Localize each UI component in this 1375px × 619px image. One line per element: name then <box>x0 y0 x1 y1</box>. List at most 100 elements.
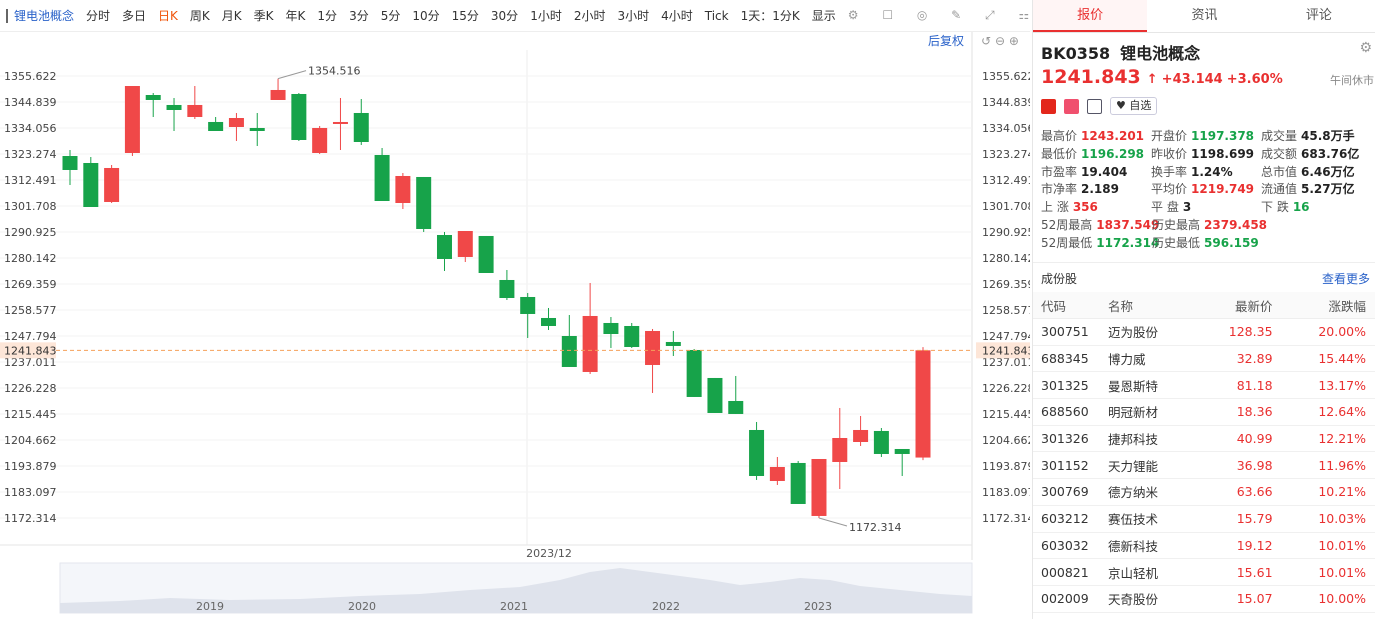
period-tab[interactable]: 月K <box>221 9 242 23</box>
adjust-button[interactable]: 后复权 <box>928 34 964 48</box>
candle-body <box>520 296 536 314</box>
stock-price: 18.36 <box>1194 398 1281 426</box>
navigator-years: 2019 2020 2021 2022 2023 <box>196 600 832 613</box>
stat-label: 历史最低 <box>1152 235 1201 250</box>
doc-icon[interactable] <box>1087 98 1102 114</box>
col-header[interactable]: 最新价 <box>1194 292 1281 319</box>
period-tab[interactable]: 4小时 <box>661 9 693 23</box>
stock-row[interactable]: 002709天赐材料24.8910.00% <box>1033 612 1375 619</box>
stat-value: 356 <box>1072 200 1098 215</box>
stock-row[interactable]: 301326 捷邦科技 40.99 12.21% <box>1033 425 1375 453</box>
period-tab[interactable]: 周K <box>189 9 210 23</box>
stock-row[interactable]: 688345 博力威 32.89 15.44% <box>1033 345 1375 373</box>
stat-label: 成交量 <box>1261 129 1298 143</box>
period-tab[interactable]: 多日 <box>122 9 147 23</box>
tab[interactable]: 资讯 <box>1191 8 1218 23</box>
stock-change: 12.21% <box>1280 425 1375 453</box>
stat: 最高价 1243.201 <box>1041 128 1151 146</box>
candle-body <box>270 89 286 100</box>
stock-name: 迈为股份 <box>1102 318 1195 346</box>
stock-row[interactable]: 300769 德方纳米 63.66 10.21% <box>1033 478 1375 506</box>
stock-row[interactable]: 301152 天力锂能 36.98 11.96% <box>1033 451 1375 480</box>
stat: 成交量 45.8万手 <box>1261 128 1371 146</box>
candle-body <box>915 350 931 458</box>
stock-name: 天赐材料 <box>1102 612 1195 619</box>
col-header[interactable]: 涨跌幅 <box>1280 292 1375 319</box>
tab[interactable]: 评论 <box>1305 8 1332 23</box>
y-tick-label: 1193.879 <box>4 460 57 473</box>
toolbar-title[interactable]: 锂电池概念 <box>14 9 75 23</box>
mode-select[interactable]: 1天：1分K <box>740 9 800 23</box>
stock-change: 10.00% <box>1280 612 1375 619</box>
period-tab[interactable]: 季K <box>253 9 274 23</box>
stock-row[interactable]: 300751 迈为股份 128.35 20.00% <box>1033 318 1375 346</box>
period-tab[interactable]: 15分 <box>451 9 479 23</box>
status: 午间休市 <box>1330 74 1374 87</box>
period-tab[interactable]: 5分 <box>380 9 401 23</box>
stock-row[interactable]: 002009 天奇股份 15.07 10.00% <box>1033 585 1375 613</box>
stat-row: 52周最低 1172.314 历史最低 596.159 <box>1041 235 1371 253</box>
stock-row[interactable]: 688560 明冠新材 18.36 12.64% <box>1033 398 1375 426</box>
period-tab[interactable]: 1小时 <box>530 9 562 23</box>
stock-name: 捷邦科技 <box>1102 425 1195 453</box>
flag-icon <box>1041 98 1056 114</box>
period-tab[interactable]: 30分 <box>490 9 519 23</box>
candle-body <box>312 127 328 153</box>
candle-body <box>728 400 744 414</box>
more-link[interactable]: 查看更多 <box>1321 272 1370 286</box>
y-tick-label: 1258.577 <box>4 304 57 317</box>
watch-button[interactable]: ♥ 自选 <box>1110 97 1158 115</box>
stat-value: 1172.314 <box>1096 235 1160 250</box>
period-tab[interactable]: 1分 <box>317 9 338 23</box>
candle-body <box>582 315 598 372</box>
display-select[interactable]: 显示 <box>811 9 836 23</box>
stat-label: 最低价 <box>1041 146 1078 161</box>
stock-change: 15.44% <box>1280 345 1375 373</box>
candle-body <box>187 104 203 117</box>
candle-body <box>374 154 390 201</box>
y-tick-label: 1204.662 <box>4 434 57 447</box>
stock-change: 13.17% <box>1280 371 1375 400</box>
candle-body <box>853 429 869 442</box>
period-tab[interactable]: 日K <box>158 9 178 23</box>
period-tab[interactable]: 3分 <box>349 9 369 23</box>
stock-name: 德方纳米 <box>1102 478 1195 506</box>
candle-body <box>124 86 140 153</box>
stock-row[interactable]: 603032 德新科技 19.12 10.01% <box>1033 532 1375 560</box>
stock-row[interactable]: 301325 曼恩斯特 81.18 13.17% <box>1033 371 1375 400</box>
stock-code: 603212 <box>1033 505 1102 533</box>
stat-label: 昨收价 <box>1151 146 1188 161</box>
stock-row[interactable]: 603212 赛伍技术 15.79 10.03% <box>1033 505 1375 533</box>
header: BK0358 锂电池概念 <box>1041 40 1210 64</box>
year-label: 2019 <box>196 600 224 613</box>
stat: 52周最高 1837.549 <box>1041 217 1159 235</box>
tab[interactable]: 报价 <box>1033 0 1148 32</box>
y-tick-label-right: 1301.708 <box>982 200 1030 213</box>
y-tick-label-right: 1312.491 <box>982 174 1030 187</box>
name: 锂电池概念 <box>1120 44 1201 63</box>
stock-code: 300769 <box>1033 478 1102 506</box>
y-tick-label-right: 1258.577 <box>982 304 1030 317</box>
stat-row: 市净率 2.189 平均价 1219.749 流通值 5.27万亿 <box>1041 181 1371 199</box>
period-tab[interactable]: 10分 <box>412 9 440 23</box>
y-tick-label: 1247.794 <box>4 330 57 343</box>
stat: 流通值 5.27万亿 <box>1261 181 1371 199</box>
layout-icon[interactable] <box>6 8 8 23</box>
settings-icon[interactable]: ⚙ <box>1359 40 1372 56</box>
stat-label: 市盈率 <box>1041 164 1078 179</box>
period-tab[interactable]: 分时 <box>86 9 111 23</box>
stock-row[interactable]: 000821 京山轻机 15.61 10.01% <box>1033 558 1375 586</box>
stat-label: 52周最低 <box>1041 235 1093 250</box>
stat: 平均价 1219.749 <box>1151 181 1261 199</box>
stat-value: 1198.699 <box>1191 146 1255 161</box>
period-tab[interactable]: Tick <box>704 8 729 23</box>
candle-body <box>395 175 411 203</box>
tool-icons[interactable]: ⚙ ☐ ◎ ✎ ⤢ ⚏ <box>847 8 1040 22</box>
candle-body <box>665 341 681 346</box>
period-tab[interactable]: 2小时 <box>573 9 606 23</box>
flash-icon[interactable] <box>1064 98 1079 114</box>
code: BK0358 <box>1041 44 1111 63</box>
period-tab[interactable]: 年K <box>285 9 306 23</box>
period-tab[interactable]: 3小时 <box>617 9 650 23</box>
zoom-icons[interactable]: ↺ ⊖ ⊕ <box>981 34 1019 48</box>
